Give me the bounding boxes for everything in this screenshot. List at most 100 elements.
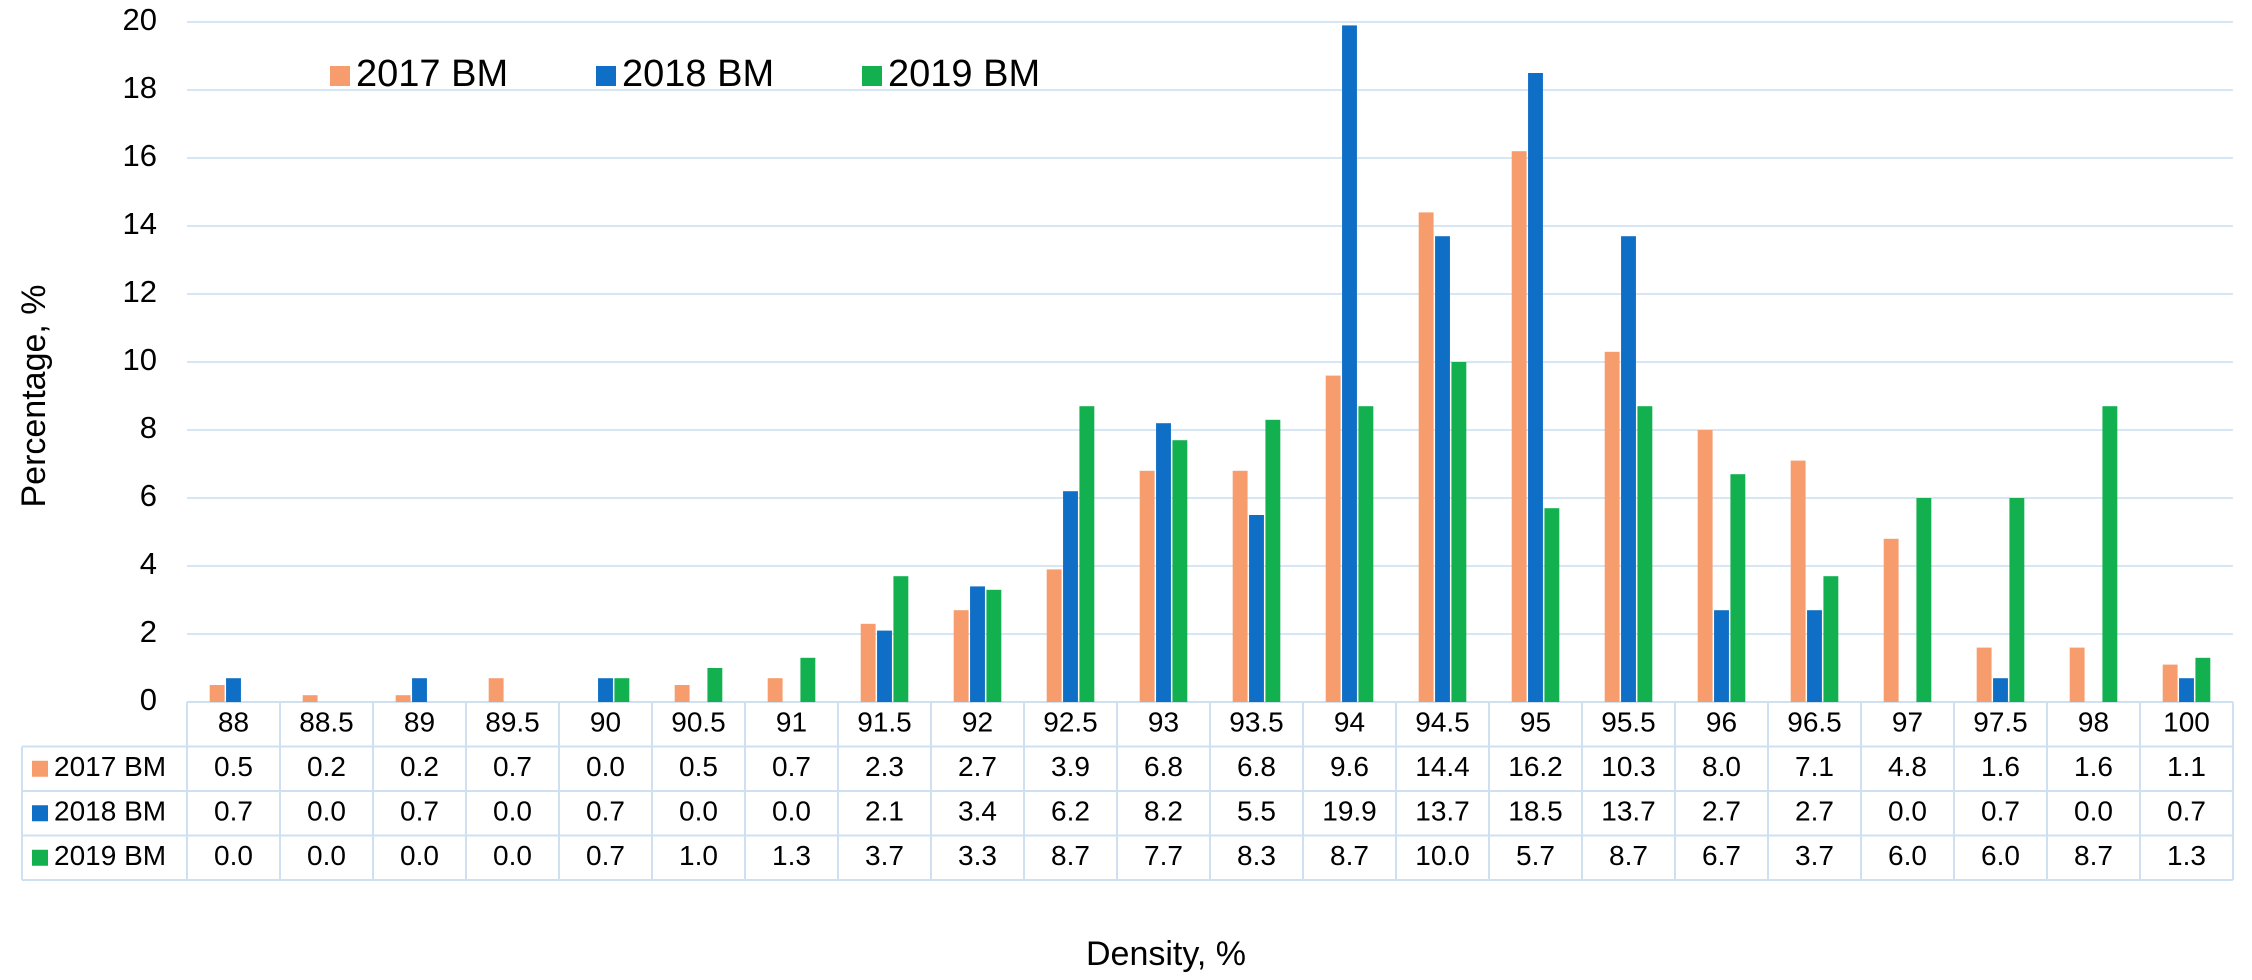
table-value: 0.0: [493, 796, 532, 827]
y-tick-label: 12: [123, 274, 157, 309]
table-value: 0.7: [1981, 796, 2020, 827]
table-value: 18.5: [1508, 796, 1563, 827]
table-value: 8.0: [1702, 751, 1741, 782]
table-value: 5.7: [1516, 840, 1555, 871]
table-value: 13.7: [1415, 796, 1470, 827]
x-axis-title: Density, %: [1086, 935, 1246, 973]
bar: [1637, 406, 1653, 702]
table-value: 2.7: [958, 751, 997, 782]
table-value: 8.7: [2074, 840, 2113, 871]
table-row-label: 2018 BM: [54, 796, 166, 827]
table-row-label: 2019 BM: [54, 840, 166, 871]
bar: [614, 678, 630, 702]
bar: [1823, 576, 1839, 702]
table-value: 8.7: [1051, 840, 1090, 871]
bar: [986, 589, 1002, 702]
table-value: 7.1: [1795, 751, 1834, 782]
bar: [674, 685, 690, 702]
table-value: 0.0: [772, 796, 811, 827]
bar: [707, 668, 723, 702]
y-tick-label: 16: [123, 138, 157, 173]
bar: [1883, 538, 1899, 702]
x-tick-label: 91.5: [857, 707, 912, 738]
table-value: 0.7: [493, 751, 532, 782]
bar: [598, 678, 613, 702]
table-value: 9.6: [1330, 751, 1369, 782]
table-legend-key: [32, 805, 48, 822]
x-tick-label: 95: [1520, 707, 1551, 738]
x-tick-label: 91: [776, 707, 807, 738]
x-tick-label: 93: [1148, 707, 1179, 738]
table-value: 3.4: [958, 796, 997, 827]
bar: [302, 695, 318, 702]
x-tick-label: 94.5: [1415, 707, 1470, 738]
table-value: 1.0: [679, 840, 718, 871]
x-tick-label: 94: [1334, 707, 1365, 738]
table-value: 0.0: [214, 840, 253, 871]
bar: [1511, 151, 1527, 702]
bar: [970, 586, 985, 702]
bar: [1342, 25, 1357, 702]
y-tick-label: 0: [140, 682, 157, 717]
bar: [800, 657, 816, 702]
table-value: 4.8: [1888, 751, 1927, 782]
bar: [767, 678, 783, 702]
bar: [226, 678, 241, 702]
table-value: 2.7: [1702, 796, 1741, 827]
legend-label: 2018 BM: [622, 53, 774, 95]
table-row-label: 2017 BM: [54, 751, 166, 782]
table-value: 0.7: [586, 796, 625, 827]
table-legend-key: [32, 760, 48, 777]
bar: [1916, 498, 1932, 702]
table-value: 13.7: [1601, 796, 1656, 827]
table-value: 2.3: [865, 751, 904, 782]
y-tick-label: 10: [123, 342, 157, 377]
bar: [1730, 474, 1746, 702]
table-value: 3.9: [1051, 751, 1090, 782]
bar: [2162, 664, 2178, 702]
table-value: 6.2: [1051, 796, 1090, 827]
x-tick-label: 92: [962, 707, 993, 738]
table-value: 6.8: [1144, 751, 1183, 782]
table-value: 0.0: [1888, 796, 1927, 827]
bar: [1790, 460, 1806, 702]
legend-key: [330, 66, 350, 86]
table-value: 0.0: [400, 840, 439, 871]
y-tick-label: 6: [140, 478, 157, 513]
bar: [1604, 351, 1620, 702]
legend-label: 2017 BM: [356, 53, 508, 95]
table-value: 1.6: [1981, 751, 2020, 782]
table-value: 19.9: [1322, 796, 1377, 827]
bar: [488, 678, 504, 702]
bar: [1079, 406, 1095, 702]
table-value: 16.2: [1508, 751, 1563, 782]
legend-key: [596, 66, 616, 86]
table-value: 3.7: [1795, 840, 1834, 871]
table-value: 10.0: [1415, 840, 1470, 871]
bar: [1544, 508, 1560, 702]
table-value: 1.3: [2167, 840, 2206, 871]
bar: [1451, 362, 1467, 702]
table-value: 0.2: [400, 751, 439, 782]
table-value: 8.2: [1144, 796, 1183, 827]
table-value: 0.5: [679, 751, 718, 782]
table-value: 6.0: [1888, 840, 1927, 871]
y-tick-label: 2: [140, 614, 157, 649]
table-value: 8.3: [1237, 840, 1276, 871]
table-value: 0.5: [214, 751, 253, 782]
table-value: 0.0: [679, 796, 718, 827]
bar: [893, 576, 909, 702]
bar: [1697, 430, 1713, 702]
x-tick-label: 88: [218, 707, 249, 738]
y-tick-label: 4: [140, 546, 157, 581]
table-value: 0.7: [214, 796, 253, 827]
x-tick-label: 89: [404, 707, 435, 738]
bar: [2069, 647, 2085, 702]
bar: [1156, 423, 1171, 702]
bar: [1993, 678, 2008, 702]
table-value: 1.6: [2074, 751, 2113, 782]
y-tick-label: 20: [123, 2, 157, 37]
table-value: 14.4: [1415, 751, 1470, 782]
bar: [1046, 569, 1062, 702]
legend-key: [862, 66, 882, 86]
